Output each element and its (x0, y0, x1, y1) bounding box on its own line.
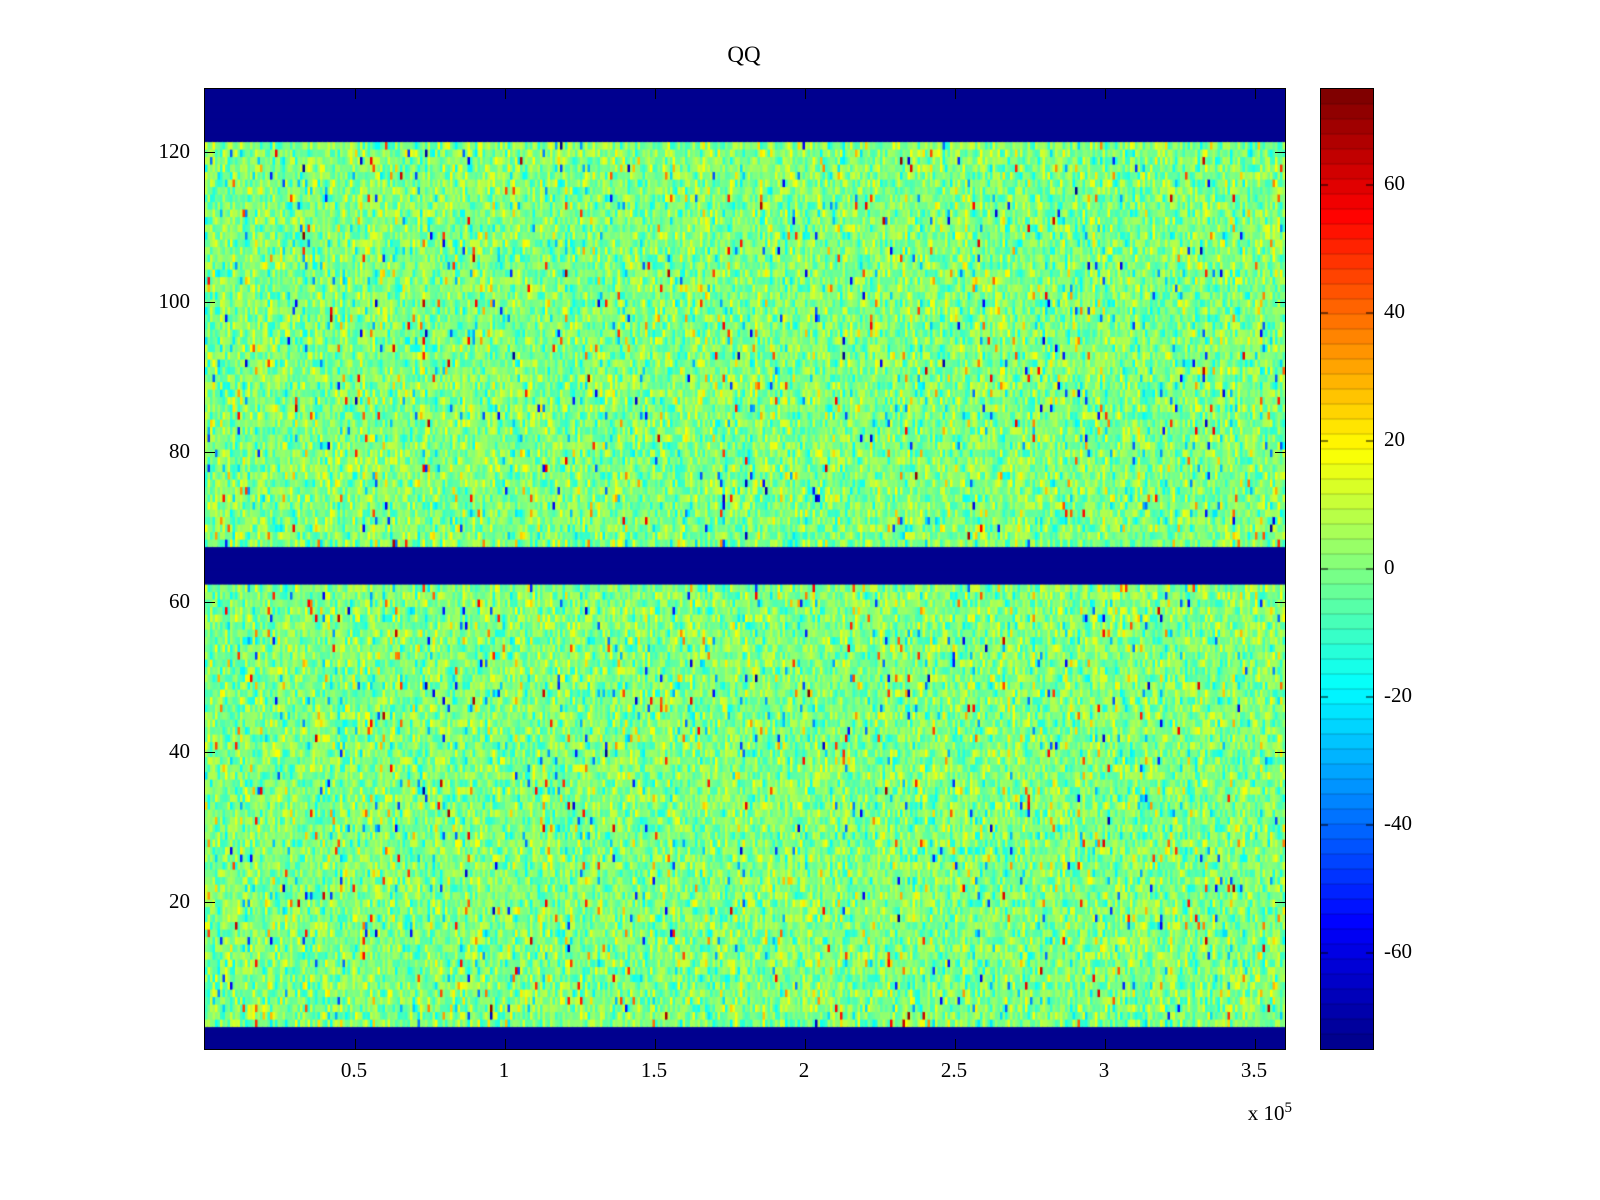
colorbar (1320, 88, 1374, 1050)
x-tick-mark (654, 1039, 656, 1049)
y-tick-mark (205, 302, 215, 304)
exponent-base: x 10 (1247, 1101, 1285, 1125)
colorbar-tick-label: 20 (1384, 427, 1405, 451)
x-tick-mark (1104, 1039, 1106, 1049)
x-tick-mark (504, 1039, 506, 1049)
y-tick-mark-right (1275, 752, 1285, 754)
y-tick-label: 40 (169, 738, 190, 763)
plot-area (204, 88, 1286, 1050)
y-tick-mark-right (1275, 152, 1285, 154)
colorbar-canvas (1321, 89, 1373, 1049)
x-tick-label: 1 (498, 1058, 510, 1082)
y-tick-label: 120 (158, 138, 191, 163)
x-tick-label: 1.5 (640, 1058, 668, 1082)
heatmap-canvas (205, 89, 1285, 1049)
y-tick-mark (205, 452, 215, 454)
x-tick-label: 0.5 (340, 1058, 368, 1082)
y-tick-label: 100 (158, 288, 191, 313)
y-tick-label: 60 (169, 588, 190, 613)
colorbar-tick-label: -60 (1384, 939, 1412, 963)
y-tick-mark-right (1275, 452, 1285, 454)
x-tick-mark-top (1104, 89, 1106, 99)
colorbar-tick-label: -20 (1384, 683, 1412, 707)
colorbar-tick-label: 60 (1384, 171, 1405, 195)
y-tick-label: 20 (169, 888, 190, 913)
x-tick-mark (804, 1039, 806, 1049)
x-tick-mark-top (654, 89, 656, 99)
x-tick-label: 2 (798, 1058, 810, 1082)
x-tick-mark-top (804, 89, 806, 99)
x-tick-mark-top (954, 89, 956, 99)
y-tick-mark-right (1275, 302, 1285, 304)
y-tick-mark (205, 902, 215, 904)
x-tick-mark (354, 1039, 356, 1049)
y-tick-mark (205, 602, 215, 604)
colorbar-tick-label: 40 (1384, 299, 1405, 323)
colorbar-tick-label: 0 (1384, 555, 1395, 579)
y-tick-mark-right (1275, 602, 1285, 604)
x-tick-label: 2.5 (940, 1058, 968, 1082)
x-tick-label: 3 (1098, 1058, 1110, 1082)
y-tick-mark-right (1275, 902, 1285, 904)
x-tick-label: 3.5 (1240, 1058, 1268, 1082)
y-tick-mark (205, 752, 215, 754)
y-tick-label: 80 (169, 438, 190, 463)
x-tick-mark-top (354, 89, 356, 99)
x-tick-mark (1254, 1039, 1256, 1049)
x-tick-mark (954, 1039, 956, 1049)
x-axis-exponent-label: x 105 (1120, 1100, 1292, 1126)
colorbar-tick-label: -40 (1384, 811, 1412, 835)
chart-title: QQ (727, 42, 761, 67)
exponent-power: 5 (1284, 1100, 1293, 1116)
y-tick-mark (205, 152, 215, 154)
x-tick-mark-top (504, 89, 506, 99)
x-tick-mark-top (1254, 89, 1256, 99)
